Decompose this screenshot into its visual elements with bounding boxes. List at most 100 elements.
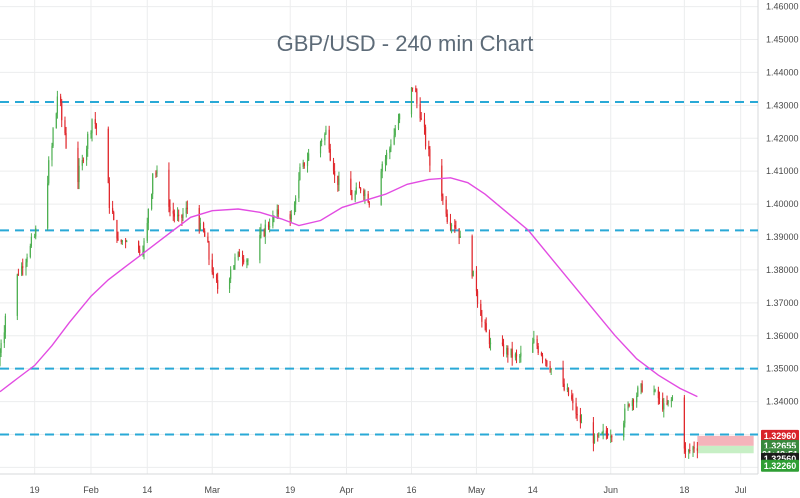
candle-body <box>319 141 322 154</box>
candle-body <box>667 400 669 404</box>
candle-body <box>567 387 570 396</box>
candle-body <box>696 448 698 451</box>
candle-body <box>147 208 149 223</box>
candle-body <box>277 209 279 215</box>
candle-body <box>51 146 53 161</box>
x-tick-label: Feb <box>83 485 99 495</box>
candle-body <box>211 259 213 273</box>
x-tick-label: 14 <box>528 485 538 495</box>
candle-body <box>182 213 184 218</box>
candle-body <box>354 193 356 200</box>
candle-body <box>459 236 461 238</box>
candle-body <box>77 147 79 183</box>
candle-body <box>173 213 175 217</box>
trade-zone <box>697 445 754 454</box>
candle-body <box>563 383 565 391</box>
candle-body <box>536 339 538 346</box>
y-tick-label: 1.38000 <box>766 265 799 275</box>
candle-body <box>623 423 625 437</box>
candle-body <box>264 224 266 237</box>
candle-body <box>592 422 595 444</box>
candle-body <box>138 241 140 250</box>
candle-body <box>337 175 339 185</box>
candle-body <box>121 240 123 243</box>
candle-body <box>260 230 262 236</box>
candle-body <box>186 207 188 209</box>
candle-body <box>541 355 544 360</box>
candle-body <box>156 169 158 174</box>
candle-body <box>324 134 326 141</box>
candle-body <box>423 119 426 128</box>
candle-body <box>637 387 639 396</box>
candle-body <box>481 315 483 322</box>
candle-body <box>125 240 127 242</box>
candle-body <box>207 236 209 243</box>
candle-body <box>627 404 629 409</box>
candle-body <box>228 278 231 289</box>
y-axis: 1.320001.330001.340001.350001.360001.370… <box>766 2 799 473</box>
candle-body <box>168 169 170 207</box>
chart-title: GBP/USD - 240 min Chart <box>277 31 534 56</box>
candle-body <box>34 236 36 238</box>
candle-body <box>151 194 153 209</box>
y-tick-label: 1.46000 <box>766 2 799 12</box>
price-badge-text: 1.32560 <box>764 454 797 464</box>
candle-body <box>549 365 551 371</box>
candle-body <box>306 160 309 166</box>
candle-body <box>178 214 180 216</box>
candle-body <box>4 315 7 333</box>
candle-body <box>269 226 271 228</box>
candle-body <box>152 173 154 195</box>
candle-body <box>537 345 539 353</box>
candle-body <box>298 179 300 199</box>
candle-body <box>328 129 330 149</box>
candle-body <box>332 160 335 171</box>
candle-body <box>198 208 200 230</box>
candle-body <box>411 87 414 89</box>
x-tick-label: Jul <box>735 485 747 495</box>
candle-body <box>302 162 304 167</box>
candle-body <box>325 129 327 135</box>
candle-body <box>16 274 18 316</box>
candle-body <box>52 128 54 147</box>
candle-body <box>389 148 391 153</box>
candle-body <box>90 133 92 135</box>
candle-body <box>204 230 206 237</box>
candle-body <box>26 257 28 263</box>
candle-body <box>631 400 633 406</box>
candle-body <box>355 187 357 194</box>
candle-body <box>515 354 518 357</box>
candle-body <box>692 447 694 451</box>
candle-body <box>390 144 392 149</box>
y-tick-label: 1.43000 <box>766 100 799 110</box>
candle-body <box>671 397 674 400</box>
candle-body <box>454 225 456 228</box>
candles-layer <box>0 85 698 459</box>
candle-body <box>381 163 383 172</box>
candle-body <box>329 148 331 161</box>
candle-body <box>654 390 656 392</box>
candle-body <box>605 430 607 435</box>
candle-body <box>663 403 665 410</box>
candle-body <box>22 266 24 268</box>
candle-body <box>78 165 80 183</box>
candle-body <box>428 146 430 150</box>
grid-layer <box>0 0 759 475</box>
candle-body <box>116 220 118 239</box>
candle-body <box>472 270 474 277</box>
candle-body <box>429 149 431 166</box>
candle-body <box>572 399 574 404</box>
moving-average-line <box>0 177 698 398</box>
candle-body <box>308 153 310 161</box>
candle-body <box>61 102 63 121</box>
candle-body <box>683 397 685 449</box>
candle-body <box>579 415 582 423</box>
candle-body <box>484 321 486 324</box>
candle-body <box>384 159 387 164</box>
candle-body <box>688 449 690 452</box>
x-tick-label: 14 <box>142 485 152 495</box>
candle-body <box>610 436 612 438</box>
candle-body <box>533 339 535 343</box>
candle-body <box>593 435 596 444</box>
